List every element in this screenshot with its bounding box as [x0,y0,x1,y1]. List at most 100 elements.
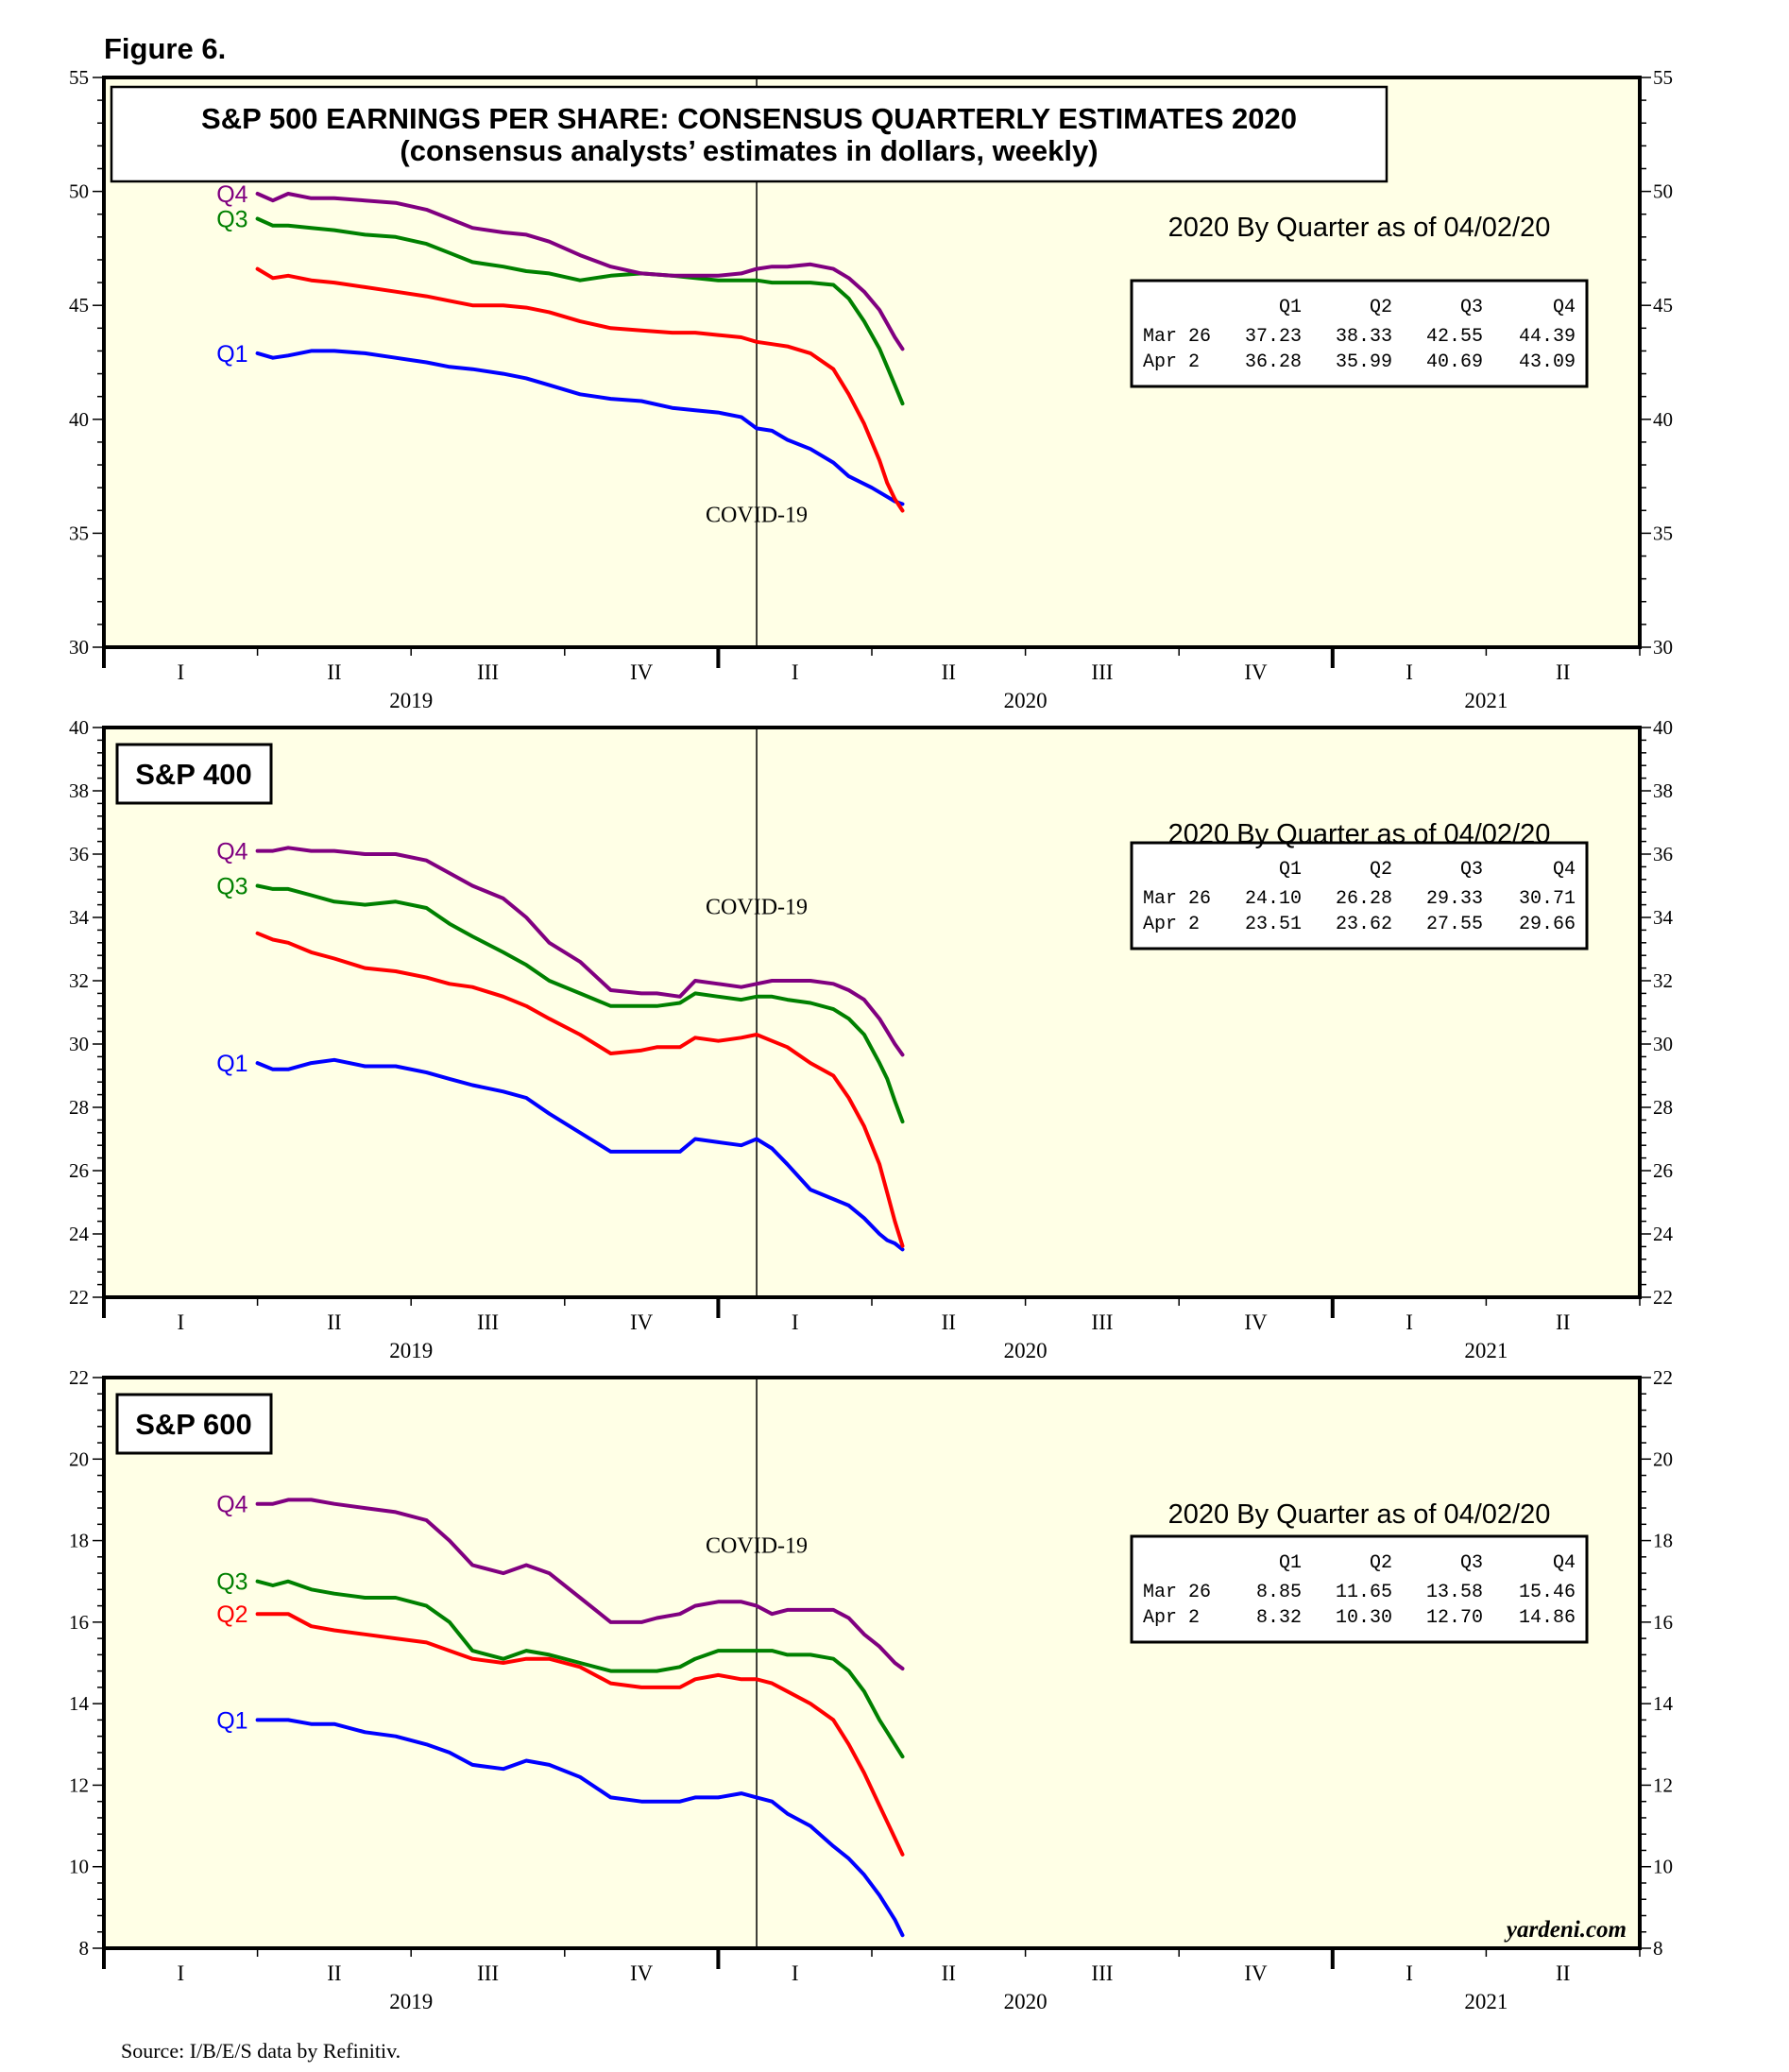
y-tick-label-left: 28 [69,1096,89,1119]
x-quarter-label: III [1091,1310,1113,1334]
series-line-q2 [255,931,905,1248]
x-quarter-label: I [177,660,184,684]
y-tick-label-left: 40 [69,408,89,431]
table-cell: 13.58 [1426,1582,1483,1603]
y-tick-label-right: 20 [1653,1447,1673,1470]
table-row-label: Apr 2 [1143,914,1200,935]
x-quarter-label: II [942,1310,956,1334]
y-tick-label-left: 24 [69,1223,90,1245]
x-quarter-label: II [327,1961,341,1985]
y-tick-label-right: 38 [1653,779,1673,802]
x-quarter-label: II [327,1310,341,1334]
y-tick-label-left: 22 [69,1366,89,1389]
table-cell: 26.28 [1336,888,1392,910]
table-cell: 29.66 [1519,914,1576,935]
y-tick-label-left: 45 [69,294,89,317]
table-header: Q1 [1279,859,1302,881]
table-cell: 29.33 [1426,888,1483,910]
table-cell: 36.28 [1245,351,1302,373]
y-tick-label-right: 40 [1653,716,1673,739]
x-quarter-label: II [1556,1961,1570,1985]
x-quarter-label: III [477,1310,499,1334]
x-quarter-label: III [1091,660,1113,684]
y-tick-label-right: 14 [1653,1692,1674,1715]
table-title: 2020 By Quarter as of 04/02/20 [1168,213,1551,243]
table-title: 2020 By Quarter as of 04/02/20 [1168,819,1551,849]
y-tick-label-right: 12 [1653,1773,1673,1796]
y-tick-label-right: 32 [1653,969,1673,992]
table-cell: 35.99 [1336,351,1392,373]
series-line-q4 [255,846,905,1057]
table-header: Q3 [1460,297,1483,318]
covid-annotation: COVID-19 [706,503,808,527]
table-title: 2020 By Quarter as of 04/02/20 [1168,1499,1551,1530]
y-tick-label-right: 18 [1653,1530,1673,1552]
y-tick-label-right: 50 [1653,180,1673,203]
y-tick-label-left: 32 [69,969,89,992]
y-tick-label-left: 16 [69,1611,89,1634]
x-quarter-label: II [1556,1310,1570,1334]
table-cell: 42.55 [1426,326,1483,348]
series-line-q2 [255,1612,905,1857]
y-tick-label-left: 55 [69,66,89,89]
x-quarter-label: III [477,1961,499,1985]
table-cell: 15.46 [1519,1582,1576,1603]
x-quarter-label: I [792,1961,799,1985]
table-cell: 24.10 [1245,888,1302,910]
x-quarter-label: I [1406,1961,1413,1985]
summary-table [1130,279,1589,388]
x-quarter-label: I [792,1310,799,1334]
y-tick-label-right: 22 [1653,1366,1673,1389]
chart-title: S&P 500 EARNINGS PER SHARE: CONSENSUS QU… [201,102,1297,135]
x-quarter-label: II [942,660,956,684]
series-line-q1 [255,1718,905,1938]
series-line-q3 [255,883,905,1124]
title-box [110,85,1389,183]
x-year-label: 2020 [1004,689,1048,712]
chart-title: S&P 400 [135,758,252,791]
table-cell: 8.32 [1256,1607,1302,1629]
series-label-q2: Q2 [216,1601,247,1628]
plot-area [104,1378,1640,1948]
y-tick-label-right: 16 [1653,1611,1673,1634]
table-cell: 14.86 [1519,1607,1576,1629]
y-tick-label-left: 38 [69,779,89,802]
title-box [115,1393,273,1455]
table-row-label: Apr 2 [1143,1607,1200,1629]
y-tick-label-left: 10 [69,1856,89,1878]
x-year-label: 2019 [389,1990,433,2013]
table-header: Q3 [1460,1552,1483,1574]
table-row-label: Mar 26 [1143,326,1211,348]
table-row-label: Mar 26 [1143,888,1211,910]
y-tick-label-left: 20 [69,1447,89,1470]
series-label-q4: Q4 [216,1492,247,1518]
covid-annotation: COVID-19 [706,1534,808,1559]
table-header: Q4 [1553,859,1576,881]
x-year-label: 2020 [1004,1339,1048,1362]
table-cell: 11.65 [1336,1582,1392,1603]
y-tick-label-right: 8 [1653,1937,1663,1960]
y-tick-label-right: 24 [1653,1223,1674,1245]
y-tick-label-left: 18 [69,1530,89,1552]
table-header: Q3 [1460,859,1483,881]
table-cell: 10.30 [1336,1607,1392,1629]
y-tick-label-left: 22 [69,1286,89,1309]
chart-title: S&P 600 [135,1408,252,1441]
x-quarter-label: II [942,1961,956,1985]
y-tick-label-left: 12 [69,1773,89,1796]
y-tick-label-right: 30 [1653,636,1673,659]
title-box [115,743,273,805]
y-tick-label-left: 34 [69,906,90,929]
y-tick-label-right: 45 [1653,294,1673,317]
x-year-label: 2021 [1464,1339,1508,1362]
series-line-q1 [255,349,905,506]
y-tick-label-right: 30 [1653,1033,1673,1055]
x-quarter-label: I [792,660,799,684]
y-tick-label-right: 36 [1653,843,1673,865]
watermark: yardeni.com [1504,1917,1627,1943]
y-tick-label-left: 50 [69,180,89,203]
table-cell: 30.71 [1519,888,1576,910]
covid-annotation: COVID-19 [706,896,808,920]
